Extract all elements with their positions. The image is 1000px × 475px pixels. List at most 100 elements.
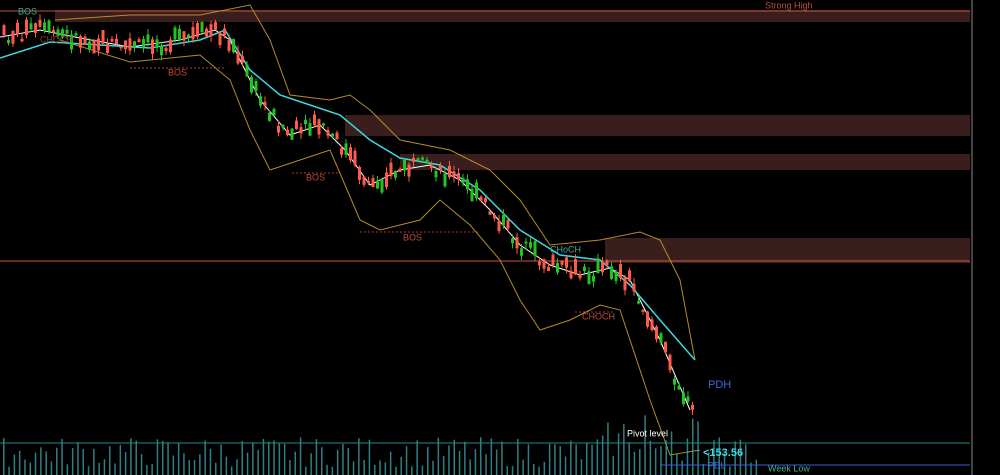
- volume-bar: [681, 460, 683, 475]
- candle-body: [47, 20, 51, 32]
- volume-bar: [310, 453, 312, 475]
- candle-body: [398, 168, 402, 172]
- candle-body: [655, 326, 658, 340]
- candle-body: [506, 219, 510, 229]
- candle-body: [578, 274, 582, 279]
- candle-body: [610, 266, 613, 280]
- volume-bar: [289, 460, 291, 475]
- volume-bar: [617, 433, 620, 475]
- volume-bar: [188, 460, 190, 475]
- volume-bar: [193, 460, 196, 475]
- volume-bar: [442, 455, 445, 475]
- volume-bar: [702, 463, 705, 475]
- volume-bar: [453, 439, 455, 475]
- volume-bar: [570, 440, 572, 475]
- candle-body: [470, 188, 474, 202]
- candle-body: [313, 114, 316, 126]
- volume-bar: [400, 456, 402, 475]
- candle-body: [200, 22, 204, 33]
- volume-bar: [654, 448, 657, 475]
- volume-bar: [485, 454, 487, 475]
- candle-body: [583, 266, 586, 272]
- candle-body: [290, 128, 294, 140]
- volume-bar: [395, 466, 397, 475]
- volume-bar: [670, 431, 673, 475]
- volume-bar: [522, 459, 524, 475]
- candle-body: [286, 129, 289, 136]
- candle-body: [385, 172, 388, 188]
- volume-bar: [13, 454, 16, 475]
- volume-bar: [474, 449, 477, 475]
- volume-bar: [98, 462, 100, 475]
- volume-bar: [199, 454, 201, 475]
- candle-body: [421, 157, 424, 160]
- candle-body: [173, 27, 177, 40]
- candle-body: [371, 178, 375, 188]
- candle-body: [304, 119, 307, 125]
- candle-body: [529, 242, 532, 248]
- label: PDH: [708, 379, 731, 391]
- supply-zone: [605, 238, 970, 263]
- volume-bar: [564, 456, 567, 475]
- candle-body: [70, 34, 73, 50]
- candle-body: [596, 258, 600, 274]
- candle-body: [479, 196, 483, 201]
- candle-body: [344, 143, 348, 155]
- volume-bar: [56, 447, 58, 475]
- volume-bar: [538, 466, 540, 475]
- volume-bar: [707, 452, 710, 475]
- label: CHOCH: [40, 34, 73, 44]
- candle-body: [227, 40, 231, 51]
- candle-body: [358, 166, 361, 180]
- candle-body: [673, 378, 676, 385]
- candle-body: [223, 28, 226, 36]
- volume-bar: [215, 462, 217, 475]
- volume-bar: [225, 456, 228, 475]
- candle-body: [353, 150, 357, 165]
- volume-bar: [607, 422, 609, 475]
- label: Strong High: [765, 0, 813, 10]
- volume-bar: [596, 439, 599, 475]
- volume-bar: [18, 450, 21, 475]
- volume-bar: [230, 466, 233, 475]
- candle-body: [448, 165, 451, 178]
- volume-bar: [209, 448, 212, 475]
- lower-band: [59, 39, 701, 456]
- volume-bar: [71, 448, 74, 475]
- volume-bar: [204, 440, 206, 475]
- volume-bar: [580, 459, 583, 475]
- volume-bar: [146, 464, 148, 475]
- label: CHoCH: [550, 244, 581, 254]
- candle-body: [502, 214, 505, 226]
- volume-bar: [739, 439, 742, 475]
- candle-body: [650, 319, 654, 331]
- volume-bar: [124, 452, 127, 475]
- volume-bar: [448, 445, 450, 475]
- candle-body: [110, 38, 114, 42]
- volume-bar: [87, 466, 90, 475]
- candle-body: [241, 56, 244, 63]
- volume-bar: [262, 438, 265, 475]
- candle-body: [178, 28, 181, 41]
- volume-bar: [358, 438, 360, 475]
- bos-lines: [130, 67, 615, 313]
- volume-bar: [745, 444, 747, 475]
- label: CHOCH: [582, 311, 615, 321]
- volume-bar: [61, 438, 63, 475]
- volume-bar: [464, 441, 466, 475]
- candle-body: [686, 396, 690, 402]
- volume-bar: [554, 444, 556, 475]
- volume-bar: [517, 438, 519, 475]
- price-label: <153.56: [703, 447, 743, 459]
- candle-body: [542, 259, 546, 269]
- candle-body: [623, 277, 627, 291]
- volume-bar: [352, 461, 355, 475]
- volume-bar: [119, 444, 122, 475]
- candles: [2, 14, 694, 416]
- candle-body: [484, 198, 487, 203]
- candle-body: [277, 125, 280, 133]
- volume-bar: [321, 447, 323, 475]
- volume-bar: [177, 443, 180, 475]
- candle-body: [142, 39, 145, 48]
